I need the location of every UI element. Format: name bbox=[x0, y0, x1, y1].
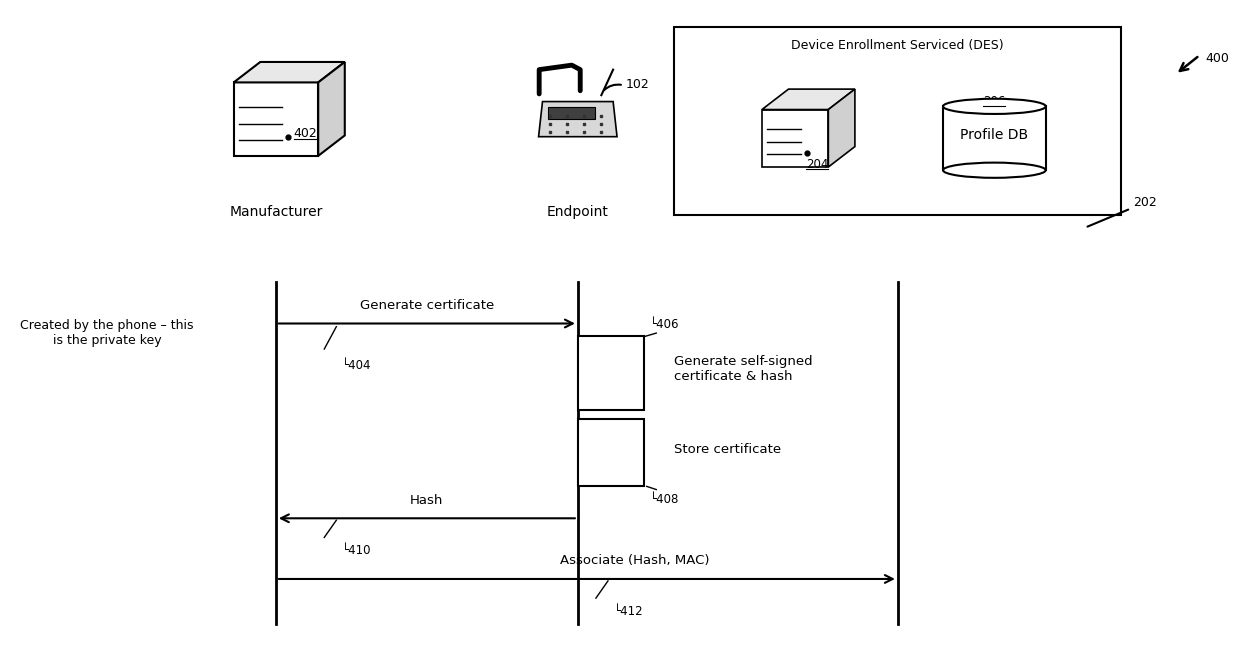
Text: Manufacturer: Manufacturer bbox=[229, 205, 322, 219]
Polygon shape bbox=[233, 82, 319, 156]
Text: Hash: Hash bbox=[410, 494, 444, 507]
Text: └404: └404 bbox=[342, 358, 372, 371]
Text: └410: └410 bbox=[342, 544, 372, 557]
Bar bbox=[548, 107, 595, 119]
Text: 206: 206 bbox=[983, 95, 1006, 109]
Polygon shape bbox=[538, 102, 618, 137]
Ellipse shape bbox=[944, 99, 1045, 114]
Text: 202: 202 bbox=[1133, 195, 1157, 208]
Text: Generate certificate: Generate certificate bbox=[360, 299, 494, 312]
Polygon shape bbox=[761, 89, 854, 109]
Text: └406: └406 bbox=[650, 318, 680, 331]
Text: Associate (Hash, MAC): Associate (Hash, MAC) bbox=[560, 554, 711, 567]
Polygon shape bbox=[319, 62, 345, 156]
Ellipse shape bbox=[944, 162, 1045, 178]
Bar bbox=[944, 106, 1045, 170]
Text: Device Enrollment Serviced (DES): Device Enrollment Serviced (DES) bbox=[791, 39, 1004, 52]
Text: Profile DB: Profile DB bbox=[960, 128, 1028, 142]
Text: └412: └412 bbox=[614, 604, 644, 617]
Text: 400: 400 bbox=[1205, 52, 1230, 65]
Polygon shape bbox=[233, 62, 345, 82]
Text: └408: └408 bbox=[650, 493, 680, 506]
Text: 204: 204 bbox=[806, 158, 828, 171]
Text: Store certificate: Store certificate bbox=[675, 443, 781, 456]
Text: 102: 102 bbox=[626, 78, 650, 91]
Text: Endpoint: Endpoint bbox=[547, 205, 609, 219]
Bar bbox=[675, 27, 1121, 215]
Text: 402: 402 bbox=[293, 127, 316, 140]
Polygon shape bbox=[828, 89, 854, 167]
Bar bbox=[578, 336, 645, 410]
Polygon shape bbox=[761, 109, 828, 167]
Text: Created by the phone – this
is the private key: Created by the phone – this is the priva… bbox=[20, 319, 193, 347]
Bar bbox=[578, 419, 645, 487]
Text: Generate self-signed
certificate & hash: Generate self-signed certificate & hash bbox=[675, 355, 813, 383]
